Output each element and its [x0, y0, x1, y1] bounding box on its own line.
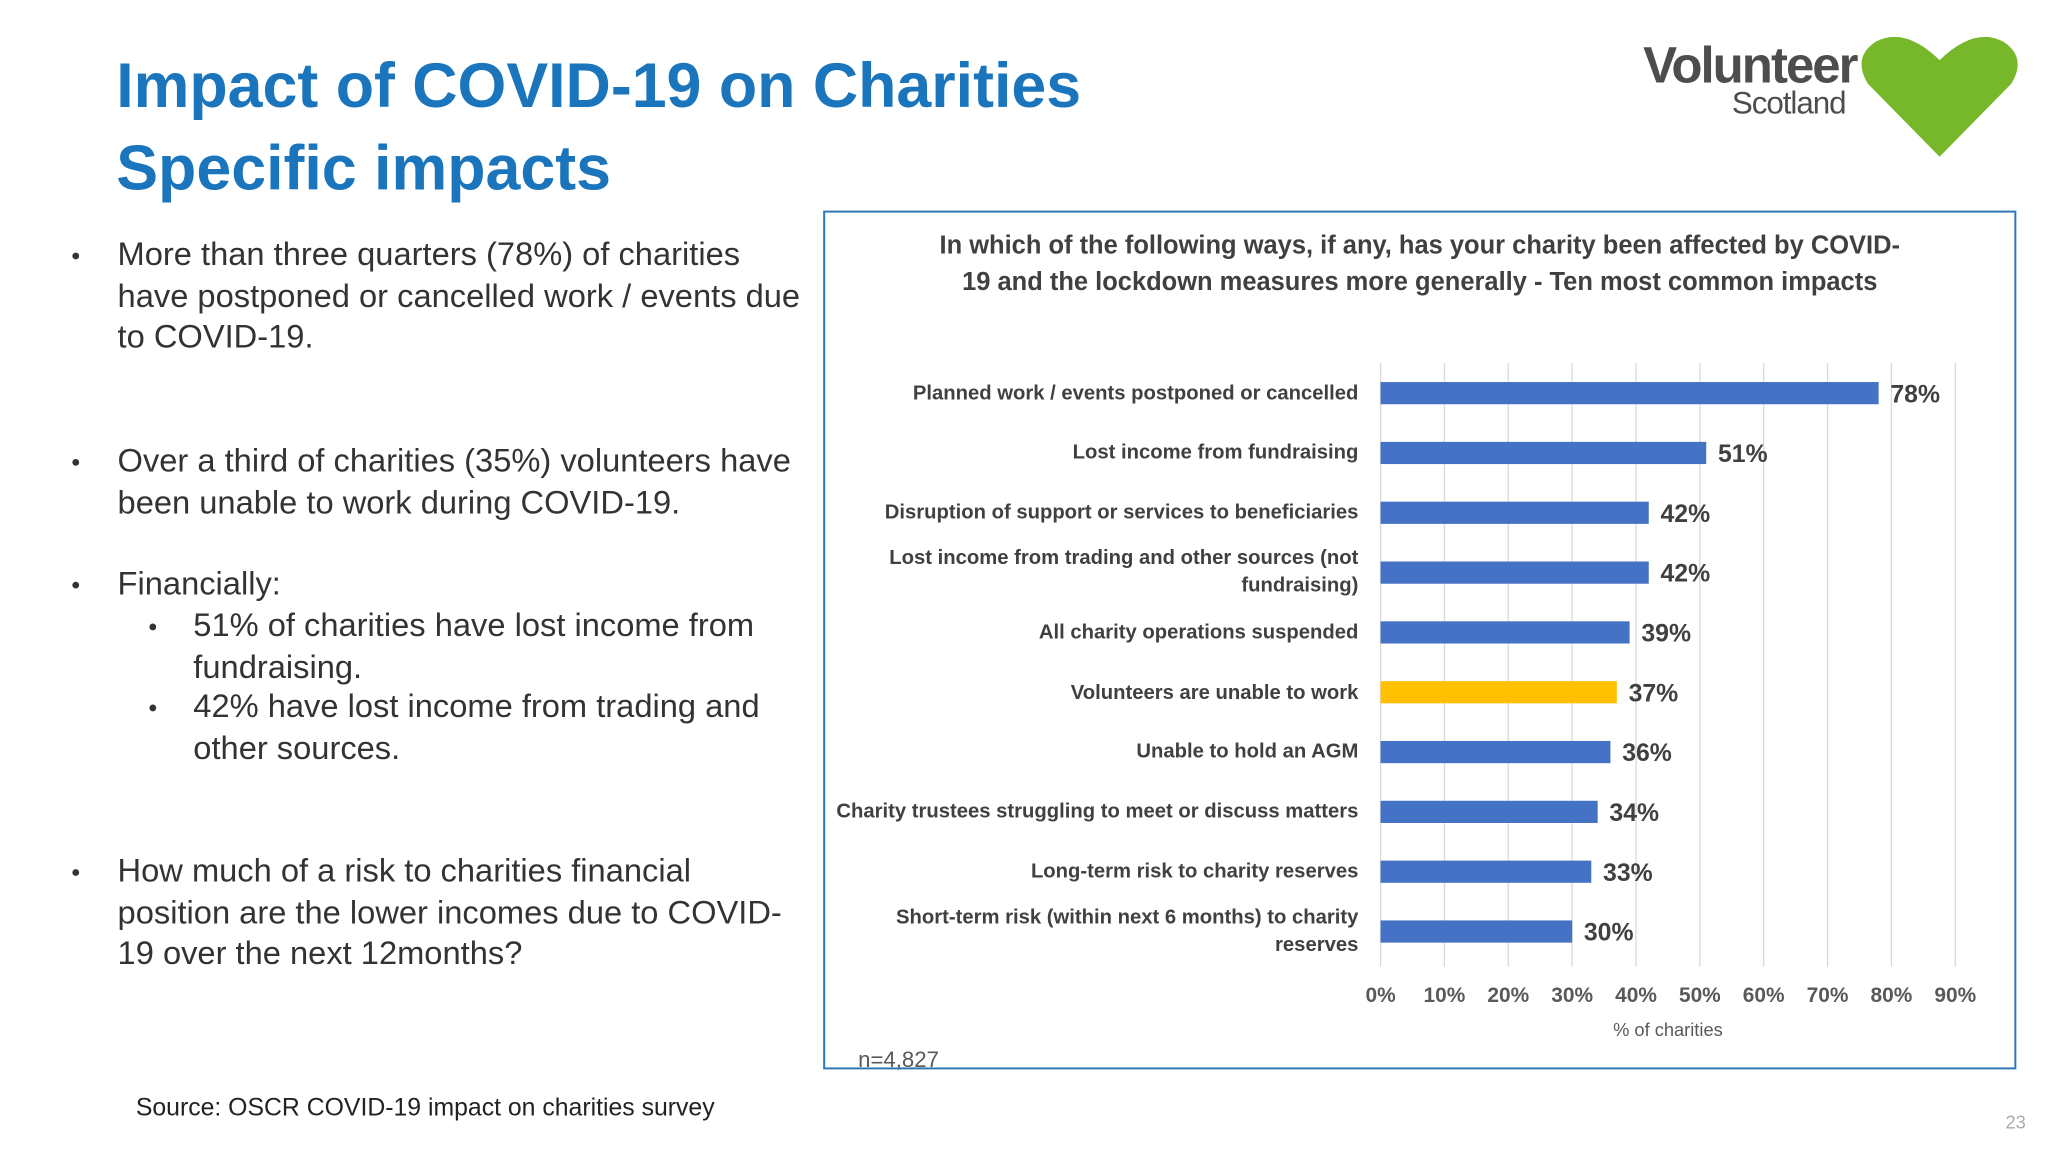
y-tick-label: All charity operations suspended [1038, 621, 1359, 644]
y-tick-label-box: Volunteers are unable to work [1070, 681, 1359, 704]
y-tick-label-box: Planned work / events postponed or cance… [912, 382, 1359, 405]
logo-heart [1861, 36, 2018, 157]
y-tick-label: Volunteers are unable to work [1070, 681, 1359, 704]
value-label: 78% [1890, 381, 1940, 408]
value-label: 51% [1718, 441, 1768, 468]
bar [1380, 740, 1611, 764]
value-label: 30% [1584, 920, 1634, 947]
value-label: 36% [1622, 740, 1672, 767]
x-tick-label: 50% [1679, 984, 1721, 1007]
x-tick-label: 10% [1424, 984, 1466, 1007]
bullet-text: How much of a risk to charities financia… [117, 852, 782, 972]
sub-bullet-text-box: 42% have lost income from trading and ot… [193, 688, 760, 767]
value-label: 33% [1603, 860, 1653, 887]
y-tick-label-box: Lost income from trading and other sourc… [889, 547, 1359, 598]
bullet-dot [72, 581, 80, 589]
slide-title: Impact of COVID-19 on Charities [116, 51, 1081, 121]
source: Source: OSCR COVID-19 impact on charitie… [136, 1094, 715, 1121]
x-tick-label: 20% [1487, 984, 1529, 1007]
x-tick-label: 0% [1365, 984, 1396, 1007]
value-label: 42% [1661, 501, 1711, 528]
y-tick-label: Disruption of support or services to ben… [884, 501, 1359, 524]
bar [1380, 441, 1707, 465]
bar [1380, 561, 1649, 584]
value-label: 37% [1629, 680, 1679, 707]
bar [1380, 501, 1649, 524]
y-tick-label-box: Charity trustees struggling to meet or d… [836, 800, 1359, 823]
bullet-dot [149, 623, 157, 631]
chart-title: In which of the following ways, if any, … [939, 231, 1900, 297]
bar [1380, 920, 1573, 943]
sub-bullet-text: 51% of charities have lost income from f… [193, 607, 755, 686]
sub-bullet-text: 42% have lost income from trading and ot… [193, 688, 760, 767]
bullet-dot [72, 869, 80, 876]
y-tick-label-box: Disruption of support or services to ben… [884, 501, 1359, 524]
y-tick-label: Planned work / events postponed or cance… [912, 382, 1359, 405]
y-tick-label: Charity trustees struggling to meet or d… [836, 800, 1359, 823]
logo-text: Volunteer [1643, 36, 1859, 93]
page-number: 23 [2005, 1111, 2025, 1132]
y-tick-label-box: Short-term risk (within next 6 months) t… [896, 906, 1359, 957]
x-axis-title: % of charities [1613, 1019, 1723, 1040]
slide-title: Specific impacts [116, 133, 611, 203]
bar [1380, 860, 1592, 883]
bar [1380, 681, 1617, 704]
y-tick-label: Lost income from trading and other sourc… [889, 547, 1359, 598]
bullet-text-box: Financially: [117, 565, 281, 603]
y-tick-label: Unable to hold an AGM [1136, 740, 1359, 764]
x-tick-label: 70% [1807, 984, 1849, 1007]
y-tick-label: Lost income from fundraising [1072, 441, 1359, 465]
y-tick-label-box: Long-term risk to charity reserves [1030, 860, 1359, 883]
value-label: 34% [1609, 800, 1659, 827]
logo-text: Scotland [1732, 86, 1846, 121]
x-tick-label: 90% [1934, 984, 1976, 1007]
note: n=4,827 [858, 1047, 939, 1072]
value-label: 42% [1661, 561, 1711, 588]
chart-title-box: In which of the following ways, if any, … [939, 231, 1900, 297]
y-tick-label-box: Lost income from fundraising [1072, 441, 1359, 465]
bar [1380, 621, 1630, 644]
chart-frame [823, 210, 2017, 1070]
bullet-text-box: How much of a risk to charities financia… [117, 852, 782, 972]
x-tick-label: 60% [1743, 984, 1785, 1007]
y-tick-label-box: All charity operations suspended [1038, 621, 1359, 644]
bullet-text-box: More than three quarters (78%) of charit… [117, 236, 801, 356]
sub-bullet-text-box: 51% of charities have lost income from f… [193, 607, 755, 686]
bullet-text: More than three quarters (78%) of charit… [117, 236, 801, 356]
bar [1380, 800, 1598, 823]
value-label: 39% [1641, 621, 1691, 648]
y-tick-label: Long-term risk to charity reserves [1030, 860, 1359, 883]
bullet-dot [72, 252, 80, 260]
bullet-dot [149, 704, 157, 712]
y-tick-label: Short-term risk (within next 6 months) t… [896, 906, 1359, 957]
bullet-dot [72, 458, 80, 466]
x-tick-label: 80% [1871, 984, 1913, 1007]
bullet-text: Financially: [117, 565, 281, 603]
y-tick-label-box: Unable to hold an AGM [1136, 740, 1359, 764]
x-tick-label: 40% [1615, 984, 1657, 1007]
bullet-text: Over a third of charities (35%) voluntee… [117, 442, 791, 521]
bullet-text-box: Over a third of charities (35%) voluntee… [117, 442, 791, 521]
bar [1380, 382, 1879, 405]
x-tick-label: 30% [1551, 984, 1593, 1007]
